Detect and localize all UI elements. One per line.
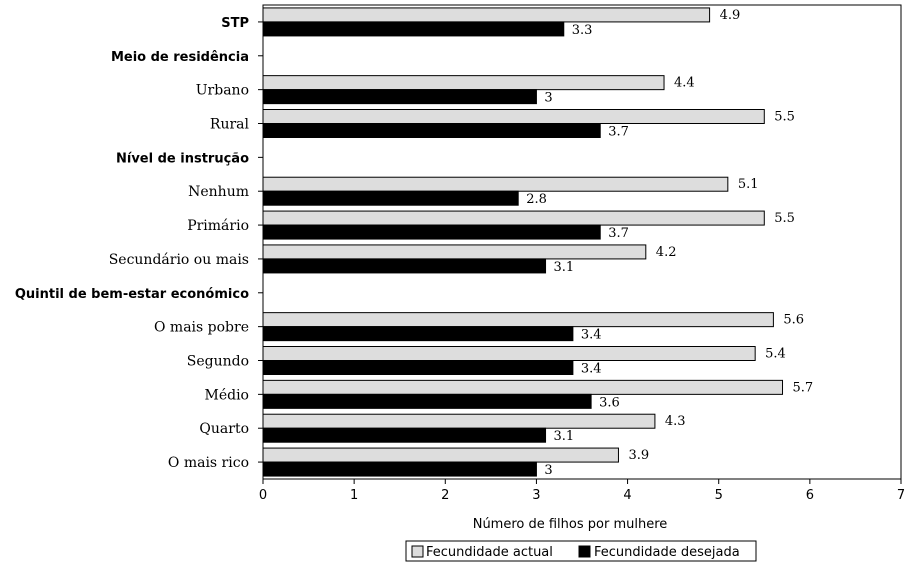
legend-label-desejada: Fecundidade desejada: [594, 545, 740, 560]
value-label-desejada-urbano: 3: [544, 91, 552, 106]
x-tick-label: 4: [623, 488, 631, 503]
plot-area: 4.9 3.3 4.4 3 5.5 3.7 5.1 2.8 5.5 3.7 4.2 3.1 5.6 3.4…: [258, 4, 902, 480]
bar-actual-primario: [262, 210, 765, 226]
value-label-desejada-medio: 3.6: [599, 395, 620, 410]
value-label-actual-o-mais-pobre: 5.6: [783, 313, 804, 328]
plot-frame: [262, 4, 902, 480]
bar-actual-stp: [262, 7, 711, 23]
value-label-actual-quarto: 4.3: [665, 414, 686, 429]
bar-desejada-nenhum: [262, 190, 519, 206]
legend-swatch-desejada: [578, 545, 591, 558]
bar-desejada-rural: [262, 123, 601, 138]
bar-actual-segundo: [262, 346, 756, 361]
bar-desejada-medio: [262, 393, 592, 409]
x-tick-label: 1: [350, 488, 358, 503]
category-label-segundo: Segundo: [187, 354, 249, 370]
category-label-quarto: Quarto: [199, 421, 249, 437]
value-label-actual-segundo: 5.4: [765, 347, 786, 362]
bar-actual-o-mais-pobre: [262, 312, 774, 328]
bar-desejada-stp: [262, 21, 565, 37]
x-axis: 0 1 2 3 4 5 6 7: [259, 479, 905, 503]
bar-desejada-o-mais-pobre: [262, 326, 574, 342]
category-label-stp: STP: [221, 16, 249, 31]
category-label-primario: Primário: [187, 218, 249, 234]
bar-actual-rural: [262, 109, 765, 124]
category-labels: STP Meio de residência Urbano Rural Nível de…: [15, 16, 250, 471]
category-label-o-mais-pobre: O mais pobre: [154, 320, 249, 336]
bar-desejada-o-mais-rico: [262, 461, 537, 477]
bar-desejada-urbano: [262, 89, 537, 105]
legend-swatch-actual: [411, 545, 424, 558]
category-label-meio-de-residencia: Meio de residência: [111, 50, 249, 65]
x-axis-title: Número de filhos por mulhere: [473, 517, 668, 532]
category-label-nivel-de-instrucao: Nível de instrução: [116, 151, 249, 166]
value-label-actual-urbano: 4.4: [674, 76, 695, 91]
x-tick-label: 7: [897, 488, 905, 503]
category-label-nenhum: Nenhum: [188, 184, 249, 200]
bar-actual-quarto: [262, 413, 656, 429]
category-label-quintil-de-bem-estar-economico: Quintil de bem-estar económico: [15, 287, 249, 302]
legend-label-actual: Fecundidade actual: [426, 545, 553, 560]
value-label-desejada-segundo: 3.4: [581, 362, 602, 377]
x-tick-label: 6: [806, 488, 814, 503]
bar-actual-urbano: [262, 75, 665, 91]
category-label-rural: Rural: [210, 117, 250, 133]
value-label-actual-nenhum: 5.1: [738, 177, 759, 192]
value-label-desejada-secundario-ou-mais: 3.1: [554, 260, 575, 275]
category-label-secundario-ou-mais: Secundário ou mais: [109, 252, 249, 268]
bar-actual-nenhum: [262, 176, 729, 192]
value-label-actual-o-mais-rico: 3.9: [628, 448, 649, 463]
value-label-actual-secundario-ou-mais: 4.2: [656, 245, 677, 260]
bar-desejada-quarto: [262, 427, 547, 443]
bar-desejada-secundario-ou-mais: [262, 258, 547, 274]
bar-actual-o-mais-rico: [262, 447, 619, 463]
category-label-medio: Médio: [205, 387, 250, 403]
x-tick-label: 3: [532, 488, 540, 503]
value-label-desejada-nenhum: 2.8: [526, 192, 547, 207]
category-label-urbano: Urbano: [196, 83, 249, 99]
value-label-desejada-rural: 3.7: [608, 125, 629, 140]
value-label-desejada-o-mais-pobre: 3.4: [581, 328, 602, 343]
x-tick-label: 5: [715, 488, 723, 503]
bar-desejada-segundo: [262, 360, 574, 375]
bar-desejada-primario: [262, 224, 601, 240]
value-label-actual-medio: 5.7: [793, 380, 814, 395]
value-label-actual-rural: 5.5: [774, 110, 795, 125]
bar-actual-medio: [262, 379, 784, 395]
value-label-actual-stp: 4.9: [720, 8, 741, 23]
x-tick-label: 0: [259, 488, 267, 503]
value-label-desejada-primario: 3.7: [608, 226, 629, 241]
bar-actual-secundario-ou-mais: [262, 244, 647, 260]
x-tick-label: 2: [441, 488, 449, 503]
value-label-desejada-o-mais-rico: 3: [544, 463, 552, 478]
value-label-desejada-quarto: 3.1: [554, 429, 575, 444]
legend: Fecundidade actual Fecundidade desejada: [405, 540, 757, 562]
value-label-desejada-stp: 3.3: [572, 23, 593, 38]
value-label-actual-primario: 5.5: [774, 211, 795, 226]
category-label-o-mais-rico: O mais rico: [168, 455, 249, 471]
